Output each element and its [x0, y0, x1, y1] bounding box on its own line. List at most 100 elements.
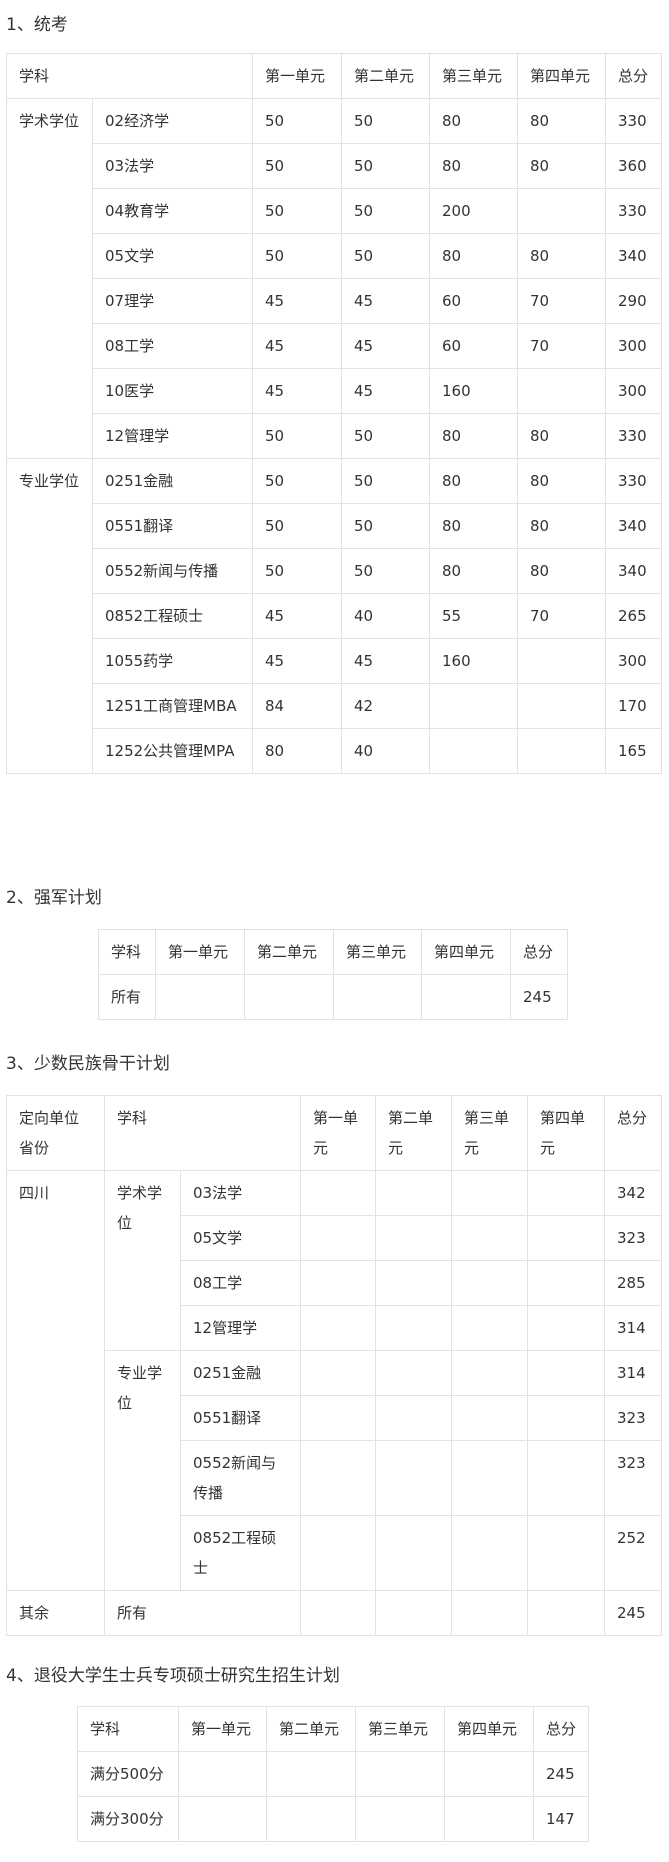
- unit4-cell: [444, 1751, 534, 1797]
- unit4-cell: 80: [517, 548, 607, 594]
- total-cell: 300: [605, 323, 663, 369]
- unit2-cell: 50: [341, 143, 431, 189]
- unit1-cell: 50: [252, 503, 343, 549]
- unit1-cell: [155, 974, 245, 1020]
- subject-cell: 0852工程硕士: [179, 1515, 302, 1591]
- header-cell: 第三单元: [355, 1706, 445, 1752]
- unit4-cell: [517, 728, 607, 774]
- subject-cell: 12管理学: [179, 1305, 302, 1351]
- subject-cell: 0852工程硕士: [91, 593, 254, 639]
- unit2-cell: [375, 1590, 453, 1636]
- unit4-cell: 70: [517, 278, 607, 324]
- unit4-cell: [527, 1305, 606, 1351]
- subject-cell: 04教育学: [91, 188, 254, 234]
- province-cell: 四川: [6, 1170, 105, 1591]
- unit2-cell: 42: [341, 683, 431, 729]
- header-cell: 定向单位省份: [6, 1095, 105, 1171]
- subject-cell: 1251工商管理MBA: [91, 683, 254, 729]
- unit4-cell: 80: [517, 233, 607, 279]
- unit4-cell: [527, 1170, 606, 1216]
- total-cell: 340: [605, 503, 663, 549]
- unit2-cell: [375, 1260, 453, 1306]
- unit1-cell: [300, 1350, 377, 1396]
- unit4-cell: 70: [517, 593, 607, 639]
- unit2-cell: 50: [341, 188, 431, 234]
- header-cell: 第一单元: [300, 1095, 377, 1171]
- table-minority: 定向单位省份 学科 第一单元 第二单元 第三单元 第四单元 总分 四川 学术学位 03法学 342 0…: [6, 1095, 663, 1636]
- total-cell: 245: [510, 974, 568, 1020]
- unit3-cell: [451, 1395, 529, 1441]
- unit1-cell: [300, 1215, 377, 1261]
- unit3-cell: [451, 1440, 529, 1516]
- unit1-cell: 50: [252, 233, 343, 279]
- total-cell: 314: [604, 1350, 663, 1396]
- table-row: 0852工程硕士 252: [7, 1515, 663, 1591]
- subject-cell: 05文学: [179, 1215, 302, 1261]
- unit1-cell: 50: [252, 188, 343, 234]
- unit4-cell: [527, 1590, 606, 1636]
- unit3-cell: 60: [429, 278, 519, 324]
- table-row: 10医学 45 45 160 300: [7, 368, 663, 414]
- unit4-cell: [527, 1515, 606, 1591]
- unit1-cell: [178, 1751, 267, 1797]
- header-row: 定向单位省份 学科 第一单元 第二单元 第三单元 第四单元 总分: [6, 1095, 663, 1171]
- subject-cell: 05文学: [91, 233, 254, 279]
- total-cell: 323: [604, 1440, 663, 1516]
- header-cell: 总分: [605, 53, 663, 99]
- table-row: 03法学 50 50 80 80 360: [7, 143, 663, 189]
- subject-cell: 0551翻译: [91, 503, 254, 549]
- total-cell: 300: [605, 638, 663, 684]
- unit1-cell: [300, 1590, 377, 1636]
- unit3-cell: [451, 1590, 529, 1636]
- degree-type-cell: 专业学位: [6, 458, 93, 774]
- header-cell: 第四单元: [444, 1706, 534, 1752]
- unit3-cell: 160: [429, 638, 519, 684]
- table-row: 1251工商管理MBA 84 42 170: [7, 683, 663, 729]
- unit3-cell: [333, 974, 422, 1020]
- unit4-cell: [527, 1350, 606, 1396]
- unit3-cell: [355, 1796, 445, 1842]
- unit1-cell: [300, 1515, 377, 1591]
- header-cell: 第三单元: [333, 929, 422, 975]
- total-cell: 323: [604, 1395, 663, 1441]
- subject-cell: 03法学: [91, 143, 254, 189]
- table-row: 08工学 45 45 60 70 300: [7, 323, 663, 369]
- header-cell: 第一单元: [155, 929, 245, 975]
- subject-cell: 10医学: [91, 368, 254, 414]
- header-cell: 第一单元: [252, 53, 343, 99]
- table-row: 满分300分 147: [77, 1796, 589, 1842]
- header-cell: 第三单元: [451, 1095, 529, 1171]
- unit4-cell: [517, 638, 607, 684]
- unit2-cell: [266, 1796, 356, 1842]
- unit3-cell: [451, 1170, 529, 1216]
- total-cell: 340: [605, 233, 663, 279]
- table-row: 0552新闻与传播 323: [7, 1440, 663, 1516]
- subject-cell: 07理学: [91, 278, 254, 324]
- unit2-cell: 50: [341, 503, 431, 549]
- unit2-cell: 45: [341, 638, 431, 684]
- subject-cell: 满分500分: [77, 1751, 179, 1797]
- unit1-cell: 50: [252, 458, 343, 504]
- unit2-cell: [375, 1215, 453, 1261]
- header-cell: 学科: [103, 1095, 302, 1171]
- total-cell: 265: [605, 593, 663, 639]
- unit2-cell: [266, 1751, 356, 1797]
- unit4-cell: [527, 1440, 606, 1516]
- unit1-cell: 84: [252, 683, 343, 729]
- unit1-cell: 45: [252, 368, 343, 414]
- unit2-cell: [375, 1305, 453, 1351]
- unit2-cell: 50: [341, 458, 431, 504]
- unit4-cell: [527, 1395, 606, 1441]
- header-cell: 总分: [533, 1706, 589, 1752]
- unit3-cell: 80: [429, 233, 519, 279]
- total-cell: 340: [605, 548, 663, 594]
- unit3-cell: [451, 1350, 529, 1396]
- unit2-cell: [244, 974, 334, 1020]
- unit2-cell: [375, 1395, 453, 1441]
- subject-cell: 满分300分: [77, 1796, 179, 1842]
- unit1-cell: 50: [252, 548, 343, 594]
- unit2-cell: 50: [341, 98, 431, 144]
- unit4-cell: [517, 188, 607, 234]
- table-row: 05文学 50 50 80 80 340: [7, 233, 663, 279]
- total-cell: 290: [605, 278, 663, 324]
